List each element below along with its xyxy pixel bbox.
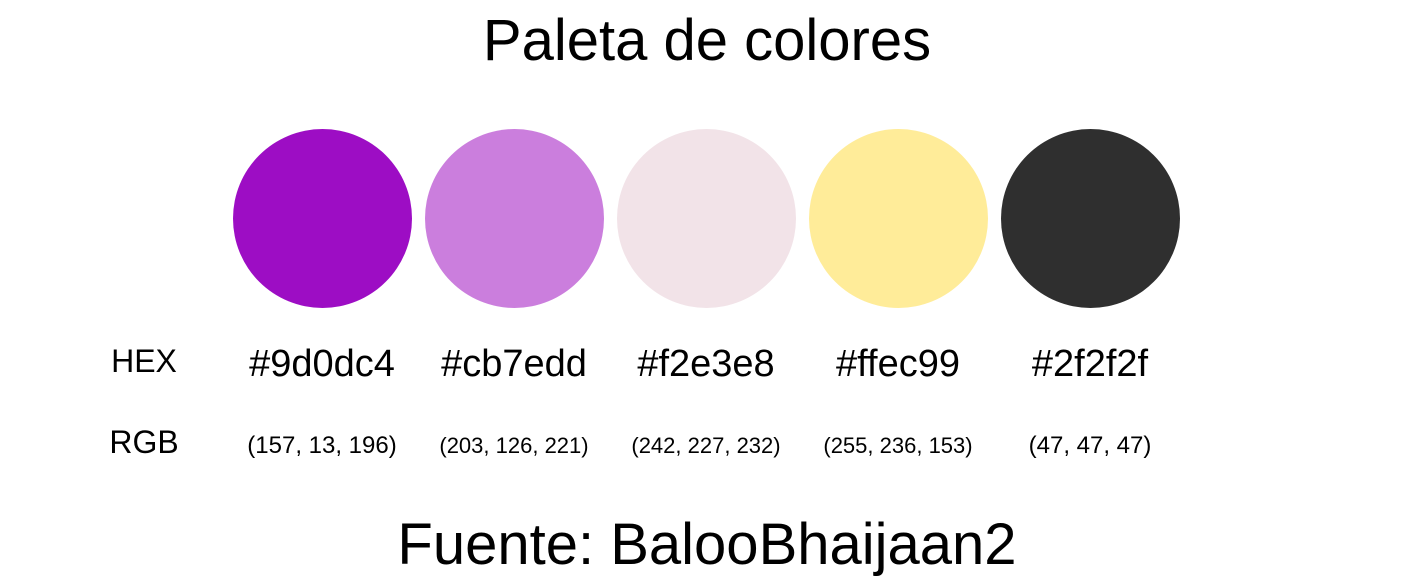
- hex-value-1: #9d0dc4: [249, 343, 395, 385]
- rgb-value-2: (203, 126, 221): [439, 433, 589, 458]
- hex-value-3: #f2e3e8: [637, 343, 775, 385]
- hex-value-2: #cb7edd: [441, 343, 587, 385]
- page-title: Paleta de colores: [482, 8, 932, 73]
- hex-row-label: HEX: [111, 343, 177, 379]
- hex-value-4: #ffec99: [836, 343, 960, 385]
- rgb-row-label: RGB: [109, 424, 179, 460]
- hex-value-5: #2f2f2f: [1031, 343, 1149, 385]
- rgb-value-4: (255, 236, 153): [823, 433, 973, 458]
- rgb-value-1: (157, 13, 196): [247, 432, 397, 459]
- rgb-value-3: (242, 227, 232): [631, 433, 781, 458]
- color-swatch-3: [617, 129, 796, 308]
- color-swatch-1: [233, 129, 412, 308]
- color-swatch-2: [425, 129, 604, 308]
- font-source-caption: Fuente: BalooBhaijaan2: [397, 512, 1017, 577]
- rgb-value-5: (47, 47, 47): [1028, 432, 1152, 459]
- color-swatch-4: [809, 129, 988, 308]
- color-swatch-5: [1001, 129, 1180, 308]
